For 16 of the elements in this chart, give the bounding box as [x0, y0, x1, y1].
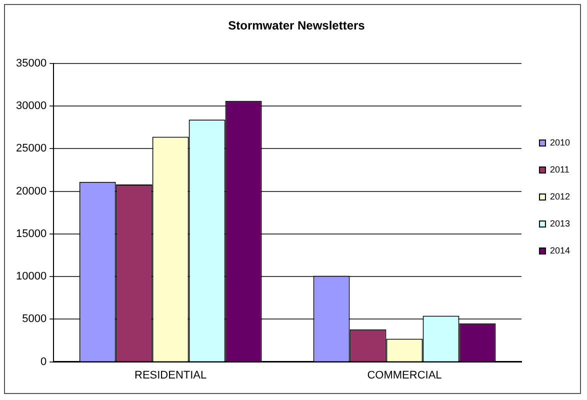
x-tick-label: RESIDENTIAL: [134, 369, 207, 382]
legend-label: 2012: [550, 191, 570, 202]
y-tick-label: 20000: [16, 185, 47, 198]
legend-label: 2010: [550, 137, 570, 148]
y-tick-label: 10000: [16, 270, 47, 283]
y-tick-label: 0: [40, 356, 47, 368]
legend-label: 2013: [550, 218, 570, 228]
chart-title: Stormwater Newsletters: [228, 18, 366, 33]
y-tick-label: 25000: [16, 142, 47, 155]
y-tick-label: 5000: [22, 313, 47, 326]
x-tick-label: COMMERCIAL: [367, 369, 442, 382]
y-tick-label: 30000: [16, 100, 47, 112]
legend-label: 2011: [550, 164, 570, 174]
y-tick-label: 35000: [16, 57, 47, 70]
y-tick-label: 15000: [16, 228, 47, 240]
legend-label: 2014: [550, 245, 570, 256]
